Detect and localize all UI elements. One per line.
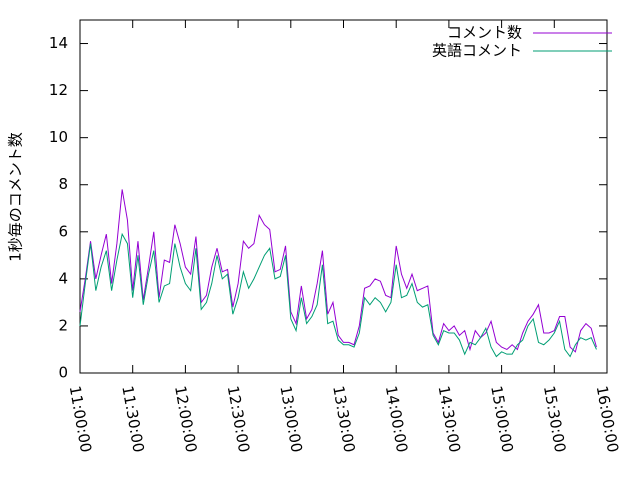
line-series	[79, 232, 597, 358]
line-series	[79, 189, 597, 353]
y-tick-label: 4	[58, 269, 68, 287]
y-tick-label: 10	[49, 128, 68, 146]
x-tick-label: 14:30:00	[435, 384, 464, 453]
x-tick-label: 11:30:00	[118, 384, 147, 453]
legend-label: コメント数	[447, 24, 522, 42]
x-tick-label: 13:00:00	[276, 384, 305, 453]
y-tick-label: 14	[49, 34, 68, 52]
x-tick-label: 15:30:00	[540, 384, 569, 453]
x-tick-label: 16:00:00	[593, 384, 622, 453]
y-tick-label: 6	[58, 222, 68, 240]
y-tick-label: 12	[49, 81, 68, 99]
plot-border	[79, 19, 608, 374]
x-tick-label: 12:00:00	[171, 384, 200, 453]
x-tick-label: 11:00:00	[66, 384, 95, 453]
y-axis-label: 1秒毎のコメント数	[7, 132, 25, 262]
x-tick-label: 14:00:00	[382, 384, 411, 453]
x-tick-label: 15:00:00	[487, 384, 516, 453]
y-tick-label: 0	[58, 364, 68, 382]
y-tick-label: 8	[58, 175, 68, 193]
x-tick-label: 12:30:00	[224, 384, 253, 453]
legend-label: 英語コメント	[432, 42, 522, 60]
x-tick-label: 13:30:00	[329, 384, 358, 453]
y-tick-label: 2	[58, 316, 68, 334]
